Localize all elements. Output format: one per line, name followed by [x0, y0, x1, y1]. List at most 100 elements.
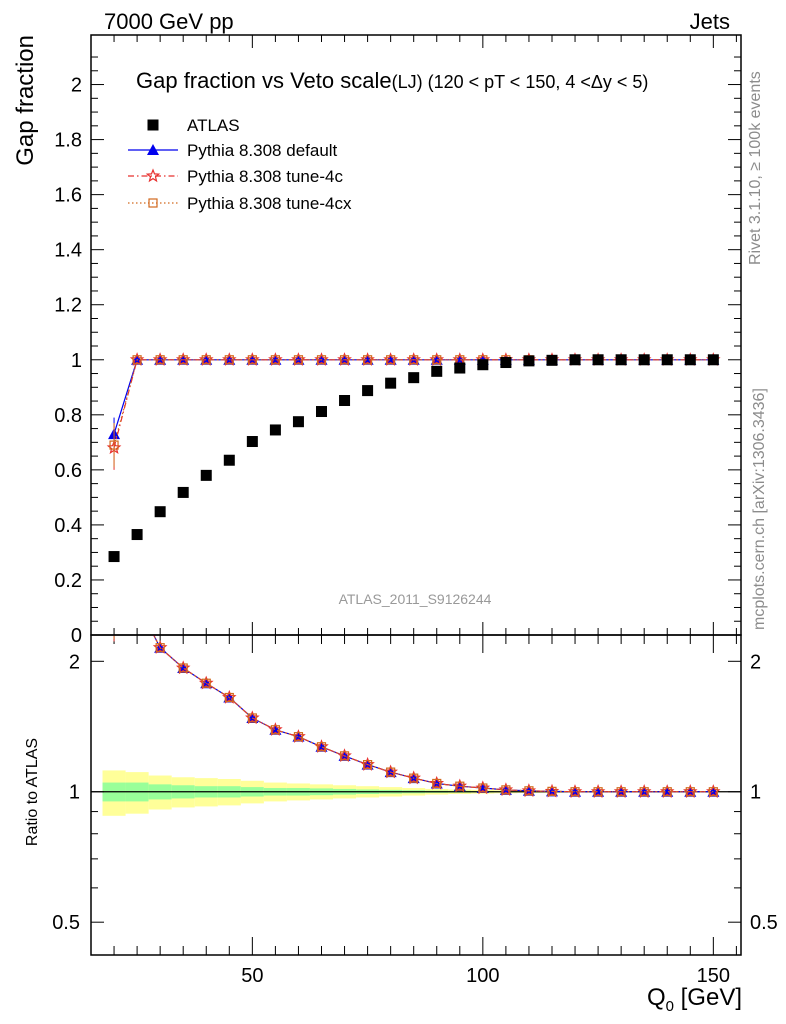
data-point: [154, 506, 166, 518]
ratio-series-pythia-8-308-tune-4cx: [113, 598, 718, 797]
x-axis-label: Q0 [GeV]: [647, 984, 742, 1015]
legend-entry: Pythia 8.308 default: [128, 141, 338, 160]
data-point: [684, 354, 696, 366]
main-y-tick-label: 1.8: [54, 130, 82, 152]
x-axis-label-unit: [GeV]: [674, 984, 742, 1011]
data-point: [223, 454, 235, 466]
data-point: [500, 357, 512, 369]
data-point: [200, 469, 212, 481]
data-point: [178, 355, 188, 365]
data-point: [132, 355, 142, 365]
legend: ATLAS Pythia 8.308 default Pythia 8.308 tu…: [128, 116, 352, 213]
data-point: [108, 551, 120, 563]
data-point: [109, 440, 119, 450]
ratio-y-tick-label-right: 0.5: [750, 912, 778, 934]
ratio-point: [133, 598, 141, 606]
data-point: [339, 355, 350, 365]
data-point: [201, 355, 211, 365]
data-point: [523, 355, 535, 367]
legend-marker: [148, 198, 158, 208]
ratio-point: [708, 787, 718, 797]
chart-title-main: Gap fraction vs Veto scale: [136, 68, 392, 93]
data-point: [431, 365, 443, 377]
ratio-point: [547, 786, 557, 796]
data-point: [592, 354, 604, 366]
ratio-point: [409, 773, 419, 783]
ratio-point: [639, 787, 649, 797]
mcplots-label: mcplots.cern.ch [arXiv:1306.3436]: [751, 388, 768, 630]
legend-label: Pythia 8.308 default: [187, 141, 338, 160]
data-point: [316, 355, 327, 365]
ratio-series-group: [113, 596, 721, 798]
data-point: [408, 372, 420, 384]
ratio-y-tick-label-right: 2: [750, 651, 761, 673]
ratio-series-pythia-8-308-default: [113, 635, 720, 797]
legend-label: Pythia 8.308 tune-4c: [187, 167, 343, 186]
ratio-point: [270, 725, 280, 735]
data-point: [224, 355, 234, 365]
series-pythia-8-308-tune-4c: [106, 352, 721, 470]
series-line: [113, 359, 714, 446]
series-atlas: [108, 354, 719, 563]
data-point: [386, 355, 396, 365]
watermark-label: ATLAS_2011_S9126244: [339, 591, 492, 607]
legend-entry: Pythia 8.308 tune-4c: [128, 167, 343, 186]
ratio-point: [386, 767, 396, 777]
main-y-tick-label: 0.4: [54, 515, 82, 537]
data-point: [638, 354, 650, 366]
ratio-point: [131, 596, 142, 607]
ratio-point: [224, 692, 234, 703]
data-point: [315, 406, 327, 418]
ratio-y-tick-label: 1: [69, 782, 80, 804]
data-point: [339, 395, 351, 407]
data-point: [385, 377, 397, 389]
main-y-tick-label: 2: [71, 75, 82, 97]
ratio-point: [685, 787, 695, 797]
data-point: [269, 424, 281, 436]
legend-entry: ATLAS: [147, 116, 240, 135]
data-point: [362, 355, 373, 365]
ratio-point: [201, 678, 211, 688]
ratio-point: [155, 643, 165, 653]
data-point: [546, 354, 558, 366]
legend-marker: [147, 119, 159, 131]
data-point: [707, 354, 719, 366]
ratio-point: [432, 778, 442, 789]
ratio-point: [455, 781, 465, 791]
data-point: [155, 355, 165, 365]
ratio-y-tick-label: 2: [69, 651, 80, 673]
x-axis-label-q: Q: [647, 984, 666, 1011]
ratio-point: [293, 732, 304, 742]
main-y-tick-label: 1.6: [54, 185, 82, 207]
header-energy: 7000 GeV pp: [104, 9, 234, 34]
main-y-tick-label: 1.4: [54, 240, 82, 262]
chart-title: Gap fraction vs Veto scale(LJ) (120 < pT…: [136, 68, 648, 93]
ratio-y-axis-label: Ratio to ATLAS: [24, 738, 41, 846]
ratio-point: [178, 663, 188, 673]
ratio-y-tick-label: 0.5: [52, 912, 80, 934]
data-point: [432, 355, 442, 365]
ratio-point: [316, 742, 327, 752]
data-point: [270, 355, 280, 365]
main-y-tick-label: 0.6: [54, 460, 82, 482]
ratio-series-pythia-8-308-tune-4c: [113, 596, 721, 798]
series-line: [113, 359, 714, 435]
main-y-tick-label: 0.2: [54, 570, 82, 592]
x-tick-label: 100: [466, 965, 499, 987]
ratio-plot-panel: 0.5 0.5 1 1 2 2 50 100 150: [52, 596, 778, 987]
main-y-tick-label: 1.2: [54, 295, 82, 317]
ratio-plot-frame: [90, 634, 742, 956]
main-plot-panel: 0 0.2 0.4 0.6 0.8 1 1.2 1.4 1.6 1.8 2 Gap fraction…: [54, 34, 742, 647]
data-point: [177, 486, 189, 498]
main-y-tick-label: 0.8: [54, 405, 82, 427]
chart-title-suffix: (LJ) (120 < pT < 150, 4 <Δy < 5): [392, 72, 649, 92]
ratio-point: [616, 787, 626, 797]
ratio-line: [153, 635, 714, 793]
main-y-tick-label: 0: [71, 625, 82, 647]
ratio-point: [570, 787, 580, 797]
legend-marker: [147, 144, 159, 155]
x-tick-label: 50: [241, 965, 263, 987]
data-point: [293, 355, 304, 365]
data-point: [661, 354, 673, 366]
